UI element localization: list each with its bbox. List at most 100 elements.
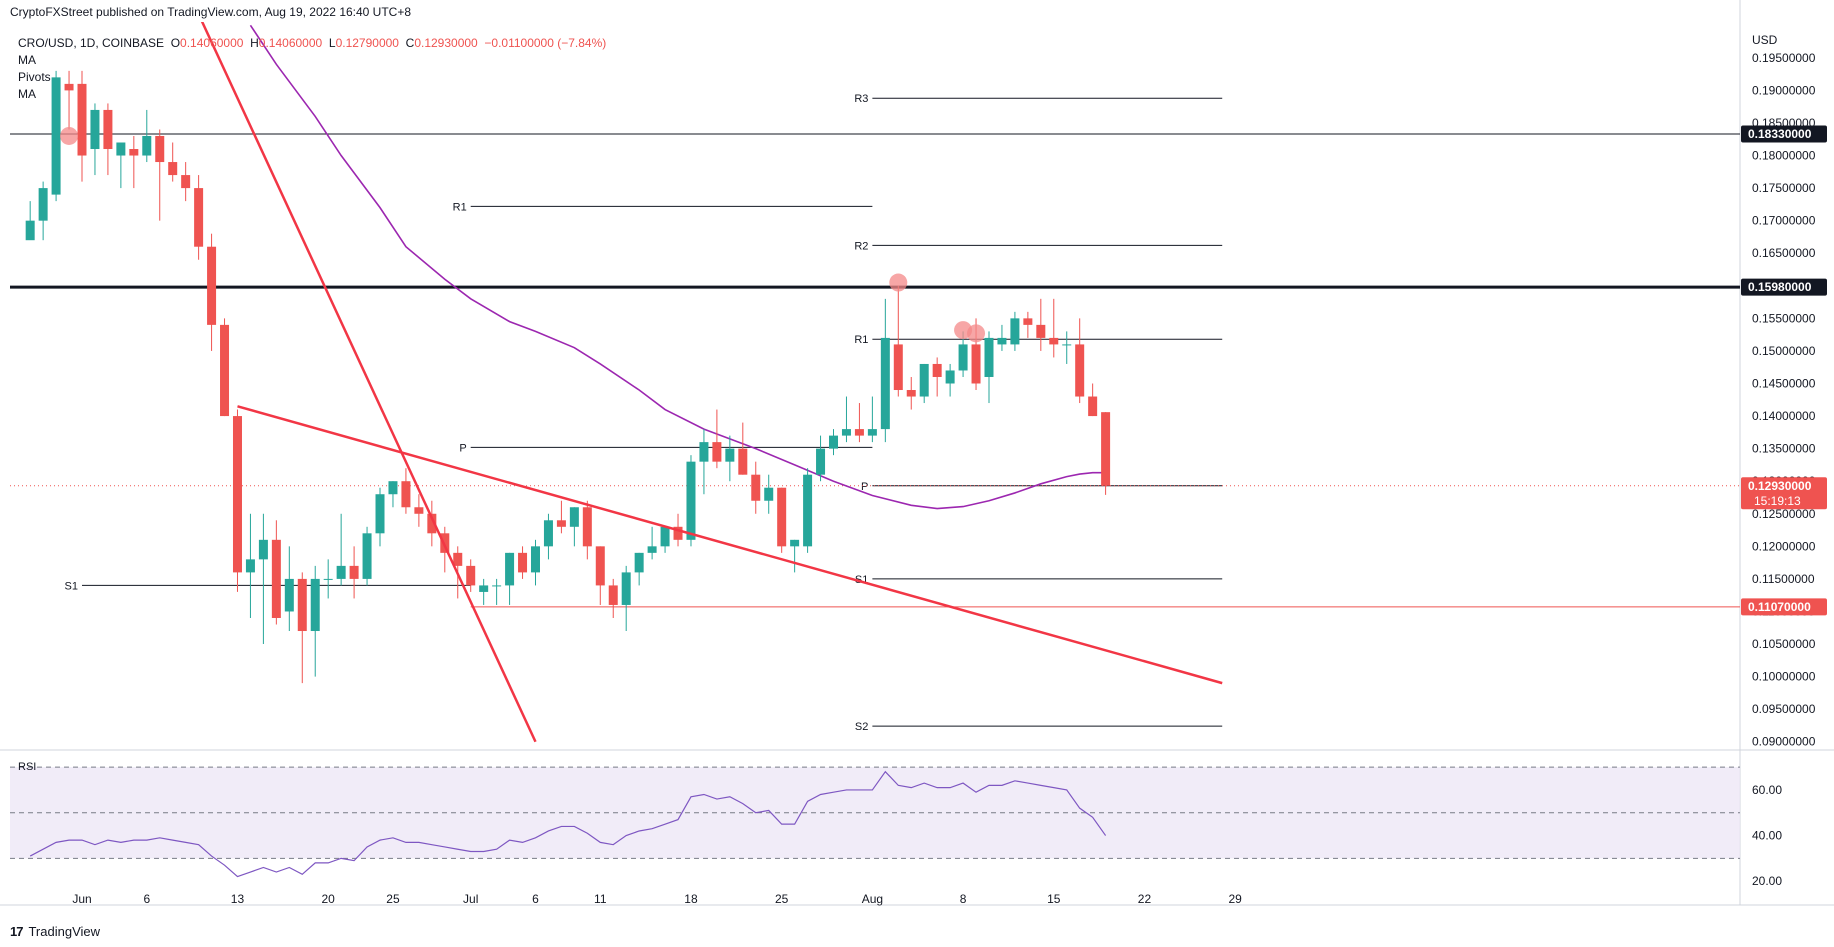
rsi-line: [29, 770, 1107, 878]
candle-body: [25, 220, 35, 241]
price-tick-label: 0.19500000: [1752, 51, 1816, 65]
candle: [310, 565, 320, 677]
indicator-ma-1[interactable]: MA: [18, 53, 36, 67]
candle-body: [764, 487, 774, 501]
pivot-label: P: [459, 442, 466, 454]
price-tick-label: 0.14000000: [1752, 409, 1816, 423]
candle-body: [1023, 318, 1033, 325]
candle-body: [634, 552, 644, 573]
candle-body: [647, 546, 657, 553]
candle-body: [816, 448, 826, 475]
candle-body: [893, 344, 903, 391]
footer-brand[interactable]: 17 TradingView: [10, 924, 100, 939]
price-tick-label: 0.15500000: [1752, 311, 1816, 325]
time-tick-label: Jun: [72, 892, 91, 906]
level-price-tag-bg: [1741, 598, 1827, 616]
candle-body: [751, 474, 761, 501]
candle: [686, 455, 696, 547]
level-price-tag: 0.11070000: [1741, 598, 1827, 616]
price-tick-label: 0.13500000: [1752, 442, 1816, 456]
pivot-label: S2: [855, 721, 868, 733]
candle: [336, 513, 346, 586]
trendline: [237, 405, 1223, 685]
candle: [660, 526, 670, 553]
candle-body: [479, 585, 489, 592]
candle-body: [129, 149, 139, 156]
ohlc-low: 0.12790000: [335, 36, 399, 50]
candle-body: [997, 337, 1007, 345]
pivot-label: R1: [854, 334, 868, 346]
time-tick-label: 20: [322, 892, 336, 906]
pivot-label: R2: [854, 240, 868, 252]
candle: [893, 285, 903, 397]
candle-body: [453, 552, 463, 566]
candle: [1010, 311, 1020, 351]
candle-body: [699, 442, 709, 462]
candle-body: [1010, 318, 1020, 345]
candle-body: [1101, 412, 1111, 486]
candle: [90, 103, 100, 176]
rejection-marker: [889, 273, 908, 292]
price-tick-label: 0.12000000: [1752, 539, 1816, 553]
candle-body: [207, 246, 217, 325]
price-tick-label: 0.11500000: [1752, 572, 1815, 586]
candle-body: [530, 546, 540, 573]
candle-body: [116, 142, 126, 156]
candle: [194, 175, 204, 260]
indicator-pivots[interactable]: Pivots: [18, 70, 51, 84]
candle-body: [841, 429, 851, 436]
candle: [764, 474, 774, 514]
rsi-pane: 20.00 40.00 60.00 RSI: [10, 761, 1782, 888]
candle-body: [608, 585, 618, 605]
candle: [919, 363, 929, 404]
price-tick-label: 0.17000000: [1752, 214, 1816, 228]
time-tick-label: 18: [684, 892, 698, 906]
candle-body: [362, 533, 372, 579]
candle-body: [220, 324, 230, 417]
candle: [841, 396, 851, 443]
candle-body: [349, 565, 359, 579]
price-tick-label: 0.16500000: [1752, 246, 1816, 260]
candle: [906, 376, 916, 410]
candle: [181, 162, 191, 202]
candle-body: [712, 442, 722, 462]
candle-body: [51, 77, 61, 195]
candle: [116, 142, 126, 189]
candle-body: [168, 162, 178, 176]
rsi-label: RSI: [18, 761, 36, 773]
candle: [38, 181, 48, 241]
candle: [1075, 318, 1085, 404]
candle-body: [880, 337, 890, 430]
pivot-label: S1: [65, 580, 78, 592]
candle: [518, 546, 528, 579]
candle-body: [155, 135, 165, 163]
ohlc-close: 0.12930000: [414, 36, 478, 50]
candle-body: [427, 513, 437, 534]
candle: [25, 201, 35, 241]
candle-body: [621, 572, 631, 605]
candle-body: [686, 461, 696, 540]
candle-body: [1088, 396, 1098, 417]
indicator-ma-2[interactable]: MA: [18, 87, 36, 101]
candle: [479, 578, 489, 605]
rsi-tick-label: 20.00: [1752, 874, 1782, 888]
candle-body: [336, 565, 346, 579]
candle-body: [777, 487, 787, 547]
currency-label: USD: [1752, 33, 1778, 47]
candle: [375, 487, 385, 547]
candle-body: [310, 578, 320, 632]
publish-info: CryptoFXStreet published on TradingView.…: [10, 5, 412, 19]
price-tick-label: 0.09000000: [1752, 735, 1816, 749]
candle: [401, 468, 411, 514]
footer-brand-name: TradingView: [28, 924, 101, 939]
candle-body: [90, 109, 100, 150]
candle: [388, 481, 398, 508]
candle-body: [518, 552, 528, 573]
candle-body: [271, 539, 281, 618]
current-price-tag-text: 0.12930000: [1748, 479, 1812, 493]
candle: [168, 142, 178, 182]
candle: [492, 578, 502, 605]
